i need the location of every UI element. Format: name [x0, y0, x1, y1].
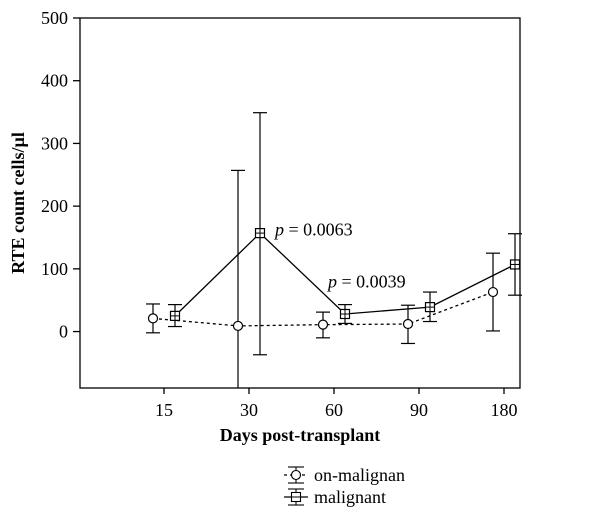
- x-axis-label: Days post-transplant: [220, 425, 381, 445]
- p-value: = 0.0063: [284, 219, 353, 239]
- y-tick-label: 300: [41, 133, 68, 153]
- p-symbol: p: [326, 271, 337, 291]
- legend-marker-circle: [290, 469, 302, 481]
- error-bars: [146, 112, 522, 388]
- x-tick-label: 180: [491, 400, 518, 420]
- plot-area: [79, 17, 521, 389]
- x-tick-label: 90: [410, 400, 428, 420]
- data-point-circle: [402, 318, 414, 330]
- y-tick-label: 500: [41, 8, 68, 28]
- x-tick-label: 15: [155, 400, 173, 420]
- data-point-circle: [487, 286, 499, 298]
- y-tick-label: 0: [59, 322, 68, 342]
- data-point-circle: [232, 320, 244, 332]
- y-tick-label: 200: [41, 196, 68, 216]
- y-axis: 0 100 200 300 400 500: [41, 8, 80, 342]
- x-tick-label: 60: [325, 400, 343, 420]
- p-value-annotation: p = 0.0039: [326, 271, 406, 291]
- data-point-circle: [147, 313, 159, 324]
- x-tick-label: 30: [240, 400, 258, 420]
- legend-label: on-malignan: [314, 465, 405, 485]
- y-tick-label: 100: [41, 259, 68, 279]
- y-axis-label: RTE count cells/µl: [8, 132, 28, 274]
- p-value-annotation: p = 0.0063: [273, 219, 353, 239]
- y-tick-label: 400: [41, 71, 68, 91]
- x-axis: 15 30 60 90 180: [155, 388, 518, 420]
- p-symbol: p: [273, 219, 284, 239]
- legend-label: malignant: [314, 487, 386, 507]
- p-value: = 0.0039: [337, 271, 406, 291]
- data-point-circle: [317, 319, 329, 330]
- series-markers: [147, 228, 521, 332]
